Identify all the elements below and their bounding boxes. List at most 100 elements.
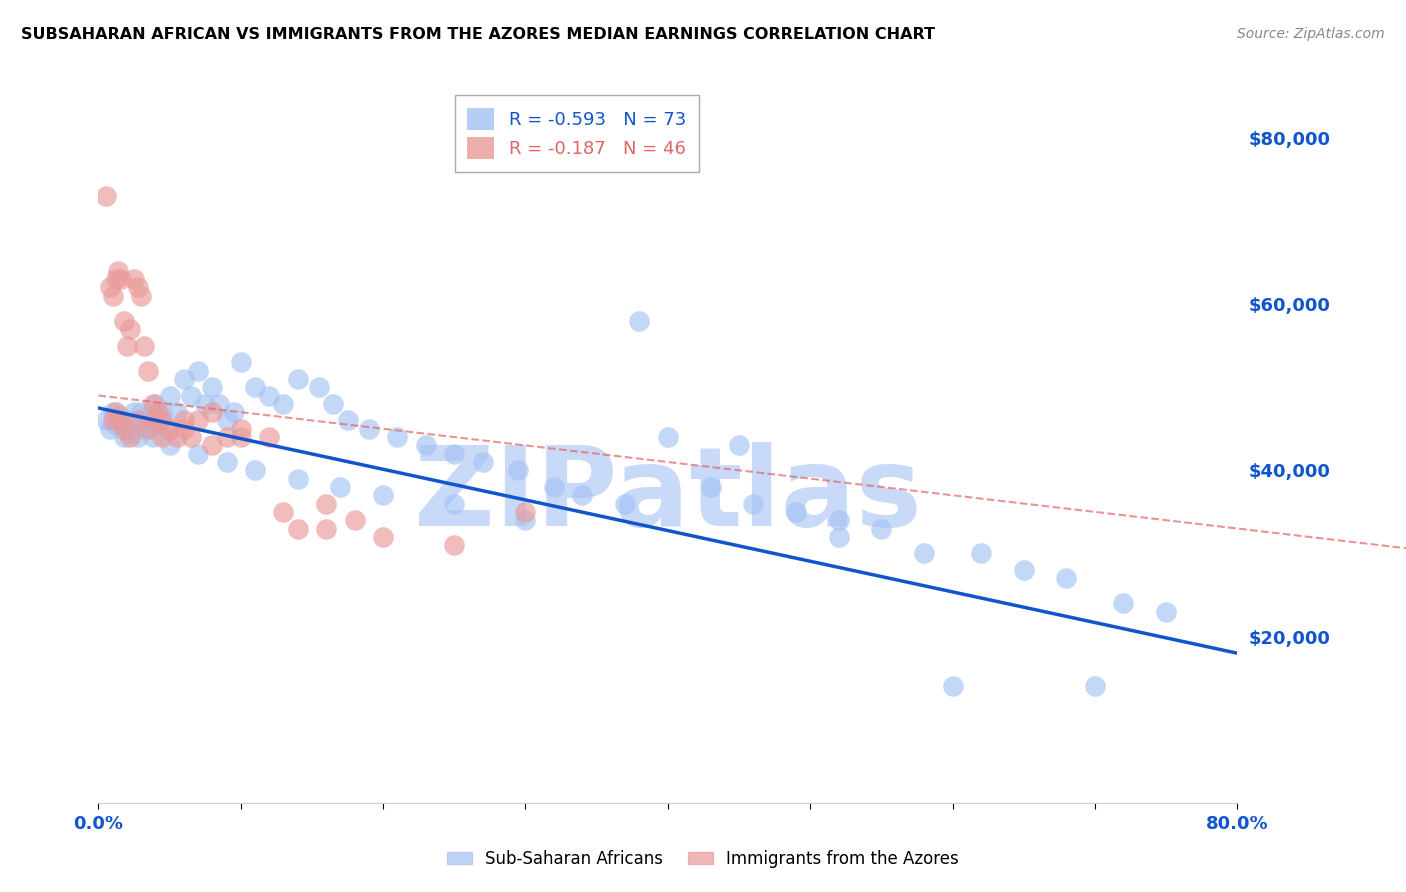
- Point: [132, 338, 155, 352]
- Point: [571, 488, 593, 502]
- Point: [152, 405, 174, 419]
- Point: [94, 413, 117, 427]
- Point: [122, 413, 145, 427]
- Point: [187, 447, 209, 461]
- Point: [118, 430, 141, 444]
- Point: [112, 422, 135, 436]
- Point: [112, 430, 135, 444]
- Point: [118, 425, 141, 440]
- Point: [122, 405, 145, 419]
- Point: [136, 422, 159, 436]
- Point: [136, 422, 159, 436]
- Point: [543, 480, 565, 494]
- Point: [148, 413, 170, 427]
- Point: [828, 530, 851, 544]
- Point: [180, 430, 202, 444]
- Text: ZIPatlas: ZIPatlas: [413, 442, 922, 549]
- Point: [101, 289, 124, 303]
- Point: [215, 430, 238, 444]
- Text: Source: ZipAtlas.com: Source: ZipAtlas.com: [1237, 27, 1385, 41]
- Point: [115, 422, 138, 436]
- Point: [156, 422, 179, 436]
- Point: [308, 380, 330, 394]
- Point: [1112, 596, 1135, 610]
- Point: [107, 264, 129, 278]
- Point: [329, 480, 352, 494]
- Point: [336, 413, 359, 427]
- Point: [912, 546, 935, 560]
- Point: [152, 430, 174, 444]
- Point: [508, 463, 530, 477]
- Point: [98, 280, 121, 294]
- Point: [145, 413, 167, 427]
- Point: [785, 505, 807, 519]
- Point: [112, 314, 135, 328]
- Point: [101, 413, 124, 427]
- Point: [1154, 605, 1177, 619]
- Point: [322, 397, 344, 411]
- Point: [187, 413, 209, 427]
- Point: [94, 189, 117, 203]
- Point: [1012, 563, 1035, 577]
- Point: [159, 388, 181, 402]
- Point: [208, 397, 231, 411]
- Point: [515, 505, 537, 519]
- Point: [229, 422, 252, 436]
- Point: [259, 388, 281, 402]
- Point: [1056, 571, 1078, 585]
- Point: [104, 272, 127, 286]
- Point: [110, 272, 132, 286]
- Point: [357, 422, 380, 436]
- Point: [159, 438, 181, 452]
- Text: SUBSAHARAN AFRICAN VS IMMIGRANTS FROM THE AZORES MEDIAN EARNINGS CORRELATION CHA: SUBSAHARAN AFRICAN VS IMMIGRANTS FROM TH…: [21, 27, 935, 42]
- Point: [145, 397, 167, 411]
- Point: [443, 497, 465, 511]
- Point: [201, 380, 224, 394]
- Point: [287, 372, 309, 386]
- Point: [515, 513, 537, 527]
- Point: [243, 380, 266, 394]
- Point: [273, 505, 295, 519]
- Point: [108, 413, 131, 427]
- Point: [273, 397, 295, 411]
- Point: [104, 405, 127, 419]
- Point: [315, 521, 337, 535]
- Point: [127, 430, 149, 444]
- Point: [180, 388, 202, 402]
- Point: [187, 363, 209, 377]
- Point: [159, 422, 181, 436]
- Point: [215, 413, 238, 427]
- Legend: R = -0.593   N = 73, R = -0.187   N = 46: R = -0.593 N = 73, R = -0.187 N = 46: [454, 95, 699, 171]
- Point: [127, 413, 149, 427]
- Point: [129, 289, 152, 303]
- Point: [287, 472, 309, 486]
- Point: [173, 372, 195, 386]
- Point: [970, 546, 993, 560]
- Point: [315, 497, 337, 511]
- Point: [443, 538, 465, 552]
- Point: [1084, 680, 1107, 694]
- Point: [173, 422, 195, 436]
- Point: [101, 405, 124, 419]
- Point: [104, 417, 127, 432]
- Point: [141, 430, 163, 444]
- Point: [108, 409, 131, 424]
- Point: [728, 438, 751, 452]
- Point: [201, 405, 224, 419]
- Point: [614, 497, 637, 511]
- Point: [166, 405, 188, 419]
- Point: [215, 455, 238, 469]
- Legend: Sub-Saharan Africans, Immigrants from the Azores: Sub-Saharan Africans, Immigrants from th…: [440, 844, 966, 875]
- Point: [699, 480, 721, 494]
- Point: [415, 438, 437, 452]
- Point: [173, 413, 195, 427]
- Point: [108, 413, 131, 427]
- Point: [136, 409, 159, 424]
- Point: [742, 497, 765, 511]
- Point: [141, 397, 163, 411]
- Point: [828, 513, 851, 527]
- Point: [201, 438, 224, 452]
- Point: [343, 513, 366, 527]
- Point: [373, 488, 395, 502]
- Point: [373, 530, 395, 544]
